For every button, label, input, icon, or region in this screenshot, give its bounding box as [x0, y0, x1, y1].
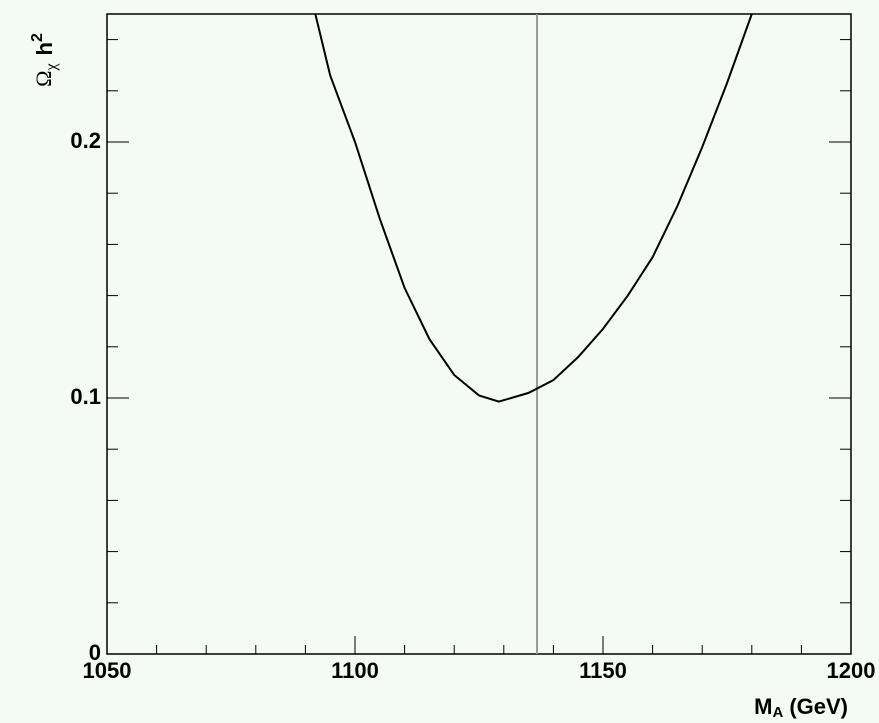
- x-axis-label: MA (GeV): [754, 694, 848, 721]
- y-tick-label: 0.1: [70, 384, 101, 409]
- x-tick-label: 1050: [83, 658, 132, 683]
- y-label-subscript: χ: [43, 63, 60, 72]
- y-label-superscript: 2: [29, 33, 46, 42]
- y-axis-label: Ωχh2: [29, 33, 59, 87]
- y-tick-label: 0: [89, 640, 101, 665]
- x-tick-label: 1100: [331, 658, 379, 683]
- x-tick-label: 1150: [579, 658, 627, 683]
- y-tick-label: 0.2: [70, 128, 101, 153]
- x-tick-label: 1200: [827, 658, 876, 683]
- curve: [314, 13, 753, 403]
- y-label-text: h: [32, 42, 57, 55]
- y-label-symbol: Ω: [31, 71, 56, 87]
- x-label-symbol: M: [754, 694, 772, 719]
- x-label-subscript: A: [772, 704, 783, 721]
- x-label-unit: (GeV): [789, 694, 848, 719]
- plot-frame: [106, 13, 852, 655]
